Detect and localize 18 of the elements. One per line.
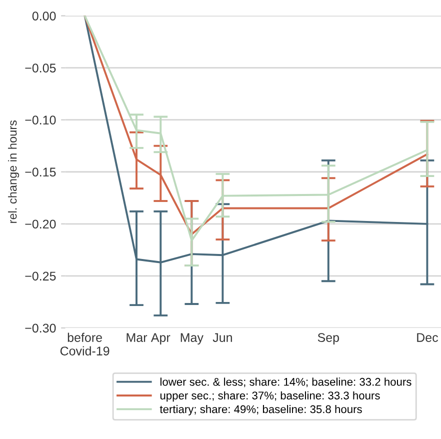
- x-tick-label: Apr: [150, 333, 170, 344]
- y-tick-label: −0.05: [25, 64, 56, 72]
- y-tick-label: −0.15: [25, 168, 56, 177]
- y-tick-label: −0.10: [25, 116, 56, 124]
- x-tick-label: Mar: [126, 333, 148, 342]
- y-tick-label: −0.20: [25, 220, 56, 229]
- x-tick-label: before Covid-19: [60, 332, 110, 356]
- y-axis-title: rel. change in hours: [8, 120, 20, 223]
- legend-label: lower sec. & less; share: 14%; baseline: 33.2 hours: [160, 378, 412, 388]
- y-tick-label: −0.25: [25, 272, 56, 281]
- y-tick-label: −0.30: [25, 324, 56, 333]
- x-tick-label: Jun: [212, 333, 232, 342]
- x-tick-label: Dec: [417, 333, 438, 342]
- x-tick-label: May: [180, 333, 204, 344]
- legend-label: upper sec.; share: 37%; baseline: 33.3 hours: [160, 391, 380, 402]
- legend-label: tertiary; share: 49%; baseline: 35.8 hours: [160, 405, 362, 416]
- y-tick-label: 0.00: [32, 12, 56, 20]
- x-tick-label: Sep: [318, 333, 339, 344]
